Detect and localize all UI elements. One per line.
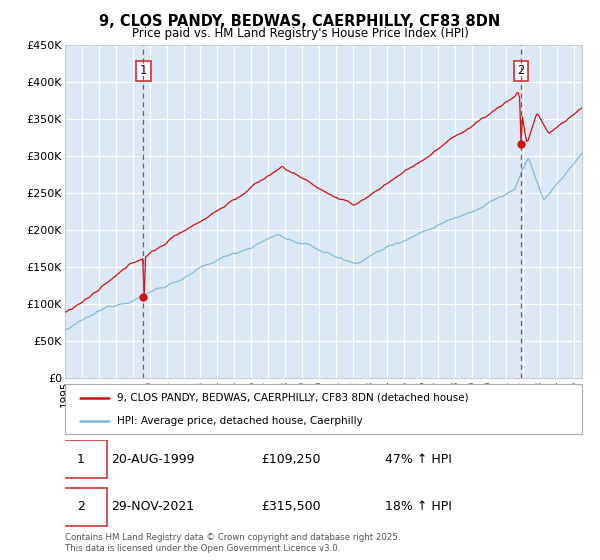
Text: 18% ↑ HPI: 18% ↑ HPI [385, 500, 452, 514]
FancyBboxPatch shape [55, 441, 107, 478]
Text: 2: 2 [518, 64, 524, 77]
FancyBboxPatch shape [55, 488, 107, 526]
Text: Contains HM Land Registry data © Crown copyright and database right 2025.
This d: Contains HM Land Registry data © Crown c… [65, 533, 400, 553]
Text: 1: 1 [140, 64, 147, 77]
Text: £109,250: £109,250 [262, 453, 321, 466]
Text: HPI: Average price, detached house, Caerphilly: HPI: Average price, detached house, Caer… [116, 417, 362, 426]
Text: 29-NOV-2021: 29-NOV-2021 [112, 500, 194, 514]
Text: 47% ↑ HPI: 47% ↑ HPI [385, 453, 452, 466]
Text: 2: 2 [77, 500, 85, 514]
Text: 9, CLOS PANDY, BEDWAS, CAERPHILLY, CF83 8DN: 9, CLOS PANDY, BEDWAS, CAERPHILLY, CF83 … [100, 14, 500, 29]
Text: 20-AUG-1999: 20-AUG-1999 [112, 453, 195, 466]
Text: 1: 1 [77, 453, 85, 466]
Text: 9, CLOS PANDY, BEDWAS, CAERPHILLY, CF83 8DN (detached house): 9, CLOS PANDY, BEDWAS, CAERPHILLY, CF83 … [116, 393, 468, 403]
Text: Price paid vs. HM Land Registry's House Price Index (HPI): Price paid vs. HM Land Registry's House … [131, 27, 469, 40]
Text: £315,500: £315,500 [262, 500, 321, 514]
FancyBboxPatch shape [65, 384, 582, 434]
